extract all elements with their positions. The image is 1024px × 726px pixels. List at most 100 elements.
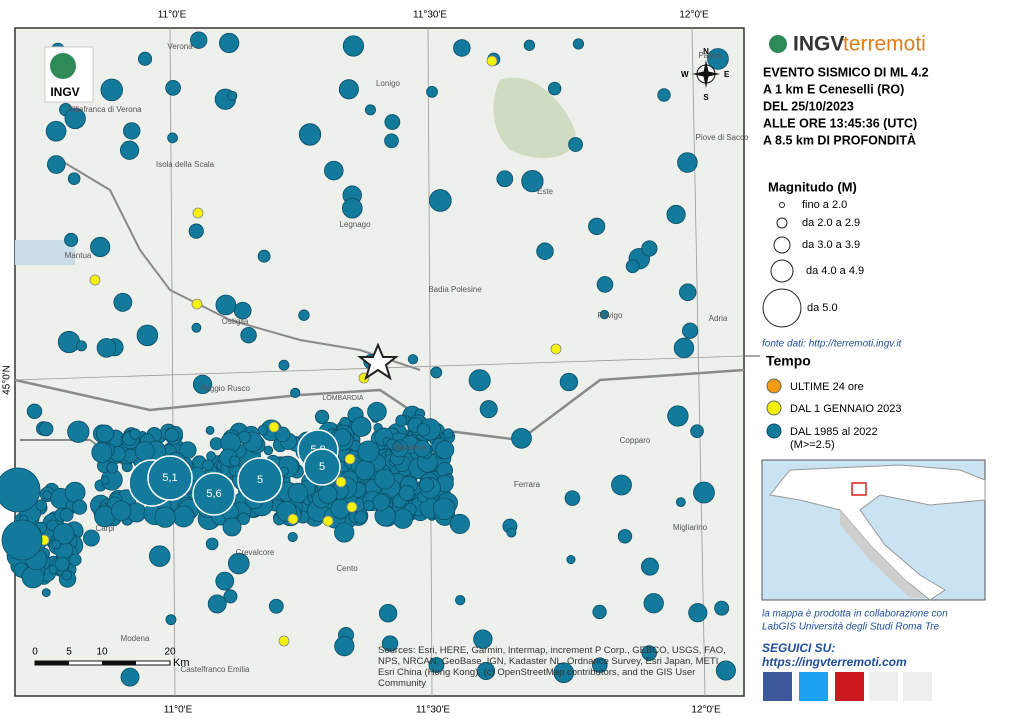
earthquake-2023 [89, 274, 101, 286]
earthquake [191, 322, 202, 333]
earthquake [129, 428, 141, 440]
compass-e: E [724, 70, 730, 79]
earthquake [219, 32, 240, 54]
lake [15, 240, 75, 265]
place-label: Adria [709, 314, 728, 323]
earthquake [192, 374, 213, 395]
scale-tick: 20 [164, 647, 176, 658]
place-label: Lonigo [376, 79, 401, 88]
earthquake [268, 598, 284, 614]
scale-unit: Km [173, 657, 190, 669]
earthquake [364, 104, 376, 116]
earthquake [496, 170, 514, 188]
earthquake [164, 427, 180, 443]
earthquake [91, 442, 113, 463]
earthquake [367, 401, 387, 422]
earthquake [26, 403, 43, 420]
earthquake-2023 [268, 421, 280, 433]
lon-label: 11°30'E [416, 705, 450, 716]
scale-tick: 0 [32, 647, 38, 658]
data-source: fonte dati: http://terremoti.ingv.it [762, 339, 903, 350]
lat-label: 45°0'N [2, 365, 13, 395]
earthquake [523, 39, 536, 51]
earthquake [521, 170, 544, 193]
twitter-icon[interactable] [799, 672, 828, 701]
compass-n: N [703, 47, 709, 56]
place-label: Padua [698, 51, 722, 60]
earthquake [416, 423, 430, 437]
graticule [427, 27, 433, 697]
earthquake [215, 294, 237, 316]
place-label: Bondeno [394, 443, 427, 452]
earthquake [165, 80, 181, 96]
place-label: Ostiglia [222, 317, 249, 326]
earthquake [172, 505, 195, 528]
earthquake [223, 589, 238, 604]
place-label: Cento [336, 564, 358, 573]
earthquake [95, 424, 115, 443]
event-line: A 8.5 km DI PROFONDITÀ [763, 132, 916, 147]
earthquake [568, 137, 583, 152]
graticule [691, 27, 706, 697]
magnitude-class: da 5.0 [807, 302, 838, 314]
earthquake [592, 604, 607, 620]
earthquake [35, 499, 48, 512]
scale-tick: 5 [66, 647, 72, 658]
earthquake [468, 369, 491, 392]
earthquake [407, 354, 419, 365]
magnitude-label: 5 [319, 461, 325, 473]
brand-ingv: INGV [793, 33, 844, 56]
earthquake [338, 79, 359, 100]
earthquake [205, 425, 215, 435]
facebook-icon[interactable] [763, 672, 792, 701]
hills [493, 77, 576, 159]
scale-tick: 10 [96, 647, 108, 658]
earthquake [205, 537, 219, 551]
magnitude-label: 5 [257, 474, 263, 486]
earthquake [54, 556, 70, 572]
earthquake [215, 571, 235, 591]
earthquake [42, 490, 52, 500]
earthquake [59, 508, 74, 522]
earthquake [715, 660, 736, 681]
earthquake-2023 [335, 476, 347, 488]
earthquake [227, 552, 250, 575]
earthquake [430, 366, 443, 379]
follow-url[interactable]: https://ingvterremoti.com [762, 655, 907, 669]
place-label: Badia Polesine [428, 285, 482, 294]
earthquake-2023 [344, 453, 356, 465]
earthquake [229, 455, 241, 467]
earthquake [572, 38, 585, 50]
earthquake [677, 152, 698, 173]
place-label: Piove di Sacco [696, 133, 749, 142]
youtube-icon[interactable] [835, 672, 864, 701]
earthquake [154, 506, 176, 528]
earthquake [354, 460, 376, 481]
lon-label: 12°0'E [691, 705, 721, 716]
earthquake [682, 322, 699, 339]
time-item: ULTIME 24 ore [790, 381, 864, 393]
earthquake [641, 645, 657, 661]
ios-icon[interactable] [869, 672, 898, 701]
earthquake [667, 405, 689, 427]
magnitude-symbol [773, 236, 791, 254]
earthquake [113, 292, 133, 312]
earthquake [673, 337, 695, 359]
lon-label: 11°0'E [164, 705, 193, 716]
earthquake [690, 424, 704, 438]
big-earthquake [303, 448, 341, 486]
earthquake [435, 440, 455, 460]
big-earthquake [147, 455, 193, 501]
earthquake [429, 189, 452, 212]
earthquake [57, 330, 81, 354]
earthquake [588, 217, 606, 235]
android-icon[interactable] [903, 672, 932, 701]
earthquake-2023 [191, 298, 203, 310]
earthquake [100, 475, 110, 485]
earthquake [536, 242, 554, 260]
earthquake [479, 400, 498, 419]
earthquake [148, 545, 171, 567]
collab-text: LabGIS Università degli Studi Roma Tre [762, 622, 940, 633]
